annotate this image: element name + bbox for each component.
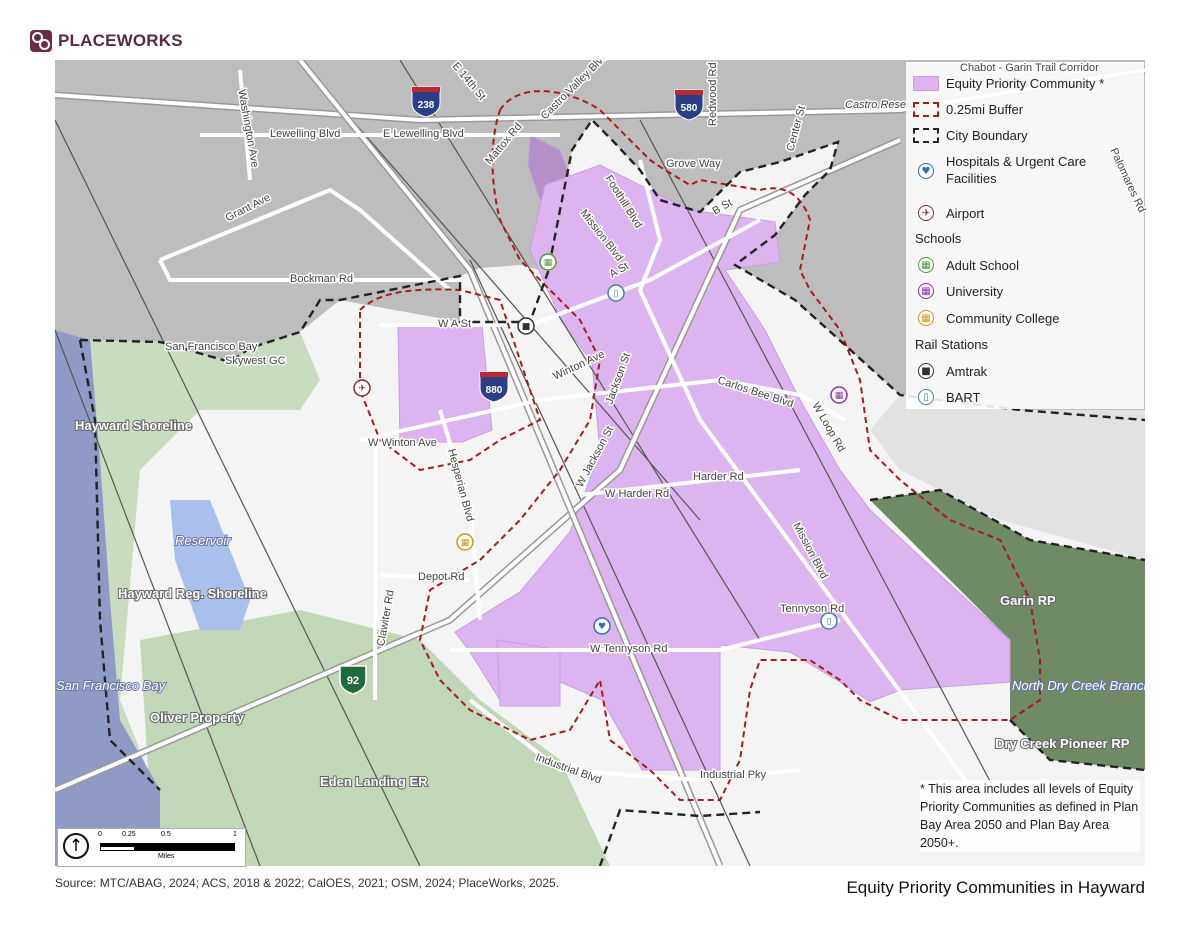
source-text: Source: MTC/ABAG, 2024; ACS, 2018 & 2022… — [55, 876, 560, 890]
scale-tick-05: 0.5 — [161, 831, 171, 838]
label-w-winton: W Winton Ave — [368, 437, 437, 449]
adult-school-icon: ▦ — [918, 257, 934, 273]
legend-schools-heading: Schools — [915, 231, 962, 246]
footnote: * This area includes all levels of Equit… — [920, 780, 1140, 852]
legend-amtrak: ■ Amtrak — [906, 363, 987, 379]
map-title: Equity Priority Communities in Hayward — [846, 878, 1145, 897]
community-college-icon[interactable]: ▦ — [456, 533, 474, 551]
svg-text:▦: ▦ — [835, 391, 844, 401]
svg-text:▦: ▦ — [461, 538, 470, 548]
scale-tick-1: 1 — [233, 831, 237, 838]
label-e-lewelling: E Lewelling Blvd — [383, 128, 464, 140]
label-garin: Garin RP — [1000, 593, 1056, 608]
city-boundary-swatch — [913, 128, 939, 143]
epc-area-main — [454, 164, 1011, 771]
hospital-icon: ♥ — [918, 163, 934, 179]
label-hayward-shoreline: Hayward Shoreline — [75, 418, 192, 433]
eden-landing-green — [140, 610, 610, 866]
legend-rail-heading: Rail Stations — [915, 337, 988, 352]
label-north-dry: North Dry Creek Branch — [1012, 678, 1145, 693]
legend: Equity Priority Community * 0.25mi Buffe… — [906, 62, 1144, 409]
scale-tick-025: 0.25 — [122, 831, 136, 838]
north-arrow-icon: ↑ — [63, 833, 89, 859]
legend-airport: ✈ Airport — [906, 205, 984, 221]
label-depot: Depot Rd — [418, 571, 464, 583]
label-bockman: Bockman Rd — [290, 273, 353, 285]
legend-university: ▦ University — [906, 283, 1003, 299]
svg-text:✈: ✈ — [358, 384, 366, 394]
scale-unit: Miles — [158, 853, 175, 860]
label-sf-bay: San Francisco Bay — [56, 678, 167, 693]
airport-icon[interactable]: ✈ — [353, 379, 371, 397]
interstate-880-shield: 880 — [479, 371, 509, 403]
garin-park — [870, 490, 1145, 770]
community-college-icon: ▦ — [918, 310, 934, 326]
epc-swatch — [913, 76, 939, 91]
university-icon[interactable]: ▦ — [830, 386, 848, 404]
adult-school-icon[interactable]: ▦ — [539, 253, 557, 271]
svg-text:▯: ▯ — [614, 289, 619, 299]
legend-adult-school: ▦ Adult School — [906, 257, 1019, 273]
logo-mark-icon — [30, 30, 52, 52]
university-icon: ▦ — [918, 283, 934, 299]
label-w-tennyson: W Tennyson Rd — [590, 643, 667, 655]
amtrak-station-icon[interactable]: ■ — [517, 317, 535, 335]
label-wa-st: W A St — [438, 318, 471, 330]
scale-bar-graphic — [100, 843, 235, 851]
label-oliver: Oliver Property — [150, 710, 245, 725]
svg-text:♥: ♥ — [598, 622, 606, 632]
label-sf-bay-small: San Francisco Bay — [165, 341, 258, 353]
epc-area-south — [496, 639, 561, 707]
reservoir-water — [170, 500, 250, 630]
label-harder: Harder Rd — [693, 471, 744, 483]
scale-bar: ↑ 0 0.25 0.5 1 Miles — [57, 828, 246, 867]
label-industrial-pky: Industrial Pky — [700, 769, 767, 781]
legend-buffer: 0.25mi Buffer — [906, 102, 1023, 117]
bart-icon: ▯ — [918, 389, 934, 405]
city-boundary — [78, 118, 1145, 866]
label-dry-creek: Dry Creek Pioneer RP — [995, 736, 1130, 751]
legend-hospitals: ♥ Hospitals & Urgent Care Facilities — [906, 153, 1096, 187]
legend-community-college: ▦ Community College — [906, 310, 1059, 326]
legend-bart: ▯ BART — [906, 389, 980, 405]
bay-water — [55, 330, 160, 866]
label-lewelling: Lewelling Blvd — [270, 128, 340, 140]
buffer-outline — [359, 90, 1041, 801]
label-w-harder: W Harder Rd — [605, 488, 669, 500]
bart-station-icon-2[interactable]: ▯ — [820, 612, 838, 630]
buffer-swatch — [913, 102, 939, 117]
epc-areas — [397, 134, 1011, 771]
scale-tick-0: 0 — [98, 831, 102, 838]
label-eden: Eden Landing ER — [320, 774, 428, 789]
interstate-580-shield: 580 — [674, 89, 704, 121]
bart-station-icon[interactable]: ▯ — [607, 284, 625, 302]
label-reservoir: Reservoir — [175, 533, 231, 548]
svg-text:■: ■ — [522, 322, 531, 332]
label-grove: Grove Way — [666, 158, 721, 170]
svg-text:▦: ▦ — [544, 258, 553, 268]
label-skywest: Skywest GC — [225, 355, 286, 367]
airport-icon: ✈ — [918, 205, 934, 221]
label-hayward-reg-shoreline: Hayward Reg. Shoreline — [118, 586, 267, 601]
svg-text:▯: ▯ — [827, 617, 832, 627]
logo-text: PLACEWORKS — [58, 31, 183, 50]
hospital-icon[interactable]: ♥ — [593, 617, 611, 635]
shoreline-green — [55, 332, 320, 800]
legend-epc: Equity Priority Community * — [906, 76, 1104, 91]
placeworks-logo: PLACEWORKS — [30, 30, 183, 52]
amtrak-icon: ■ — [918, 363, 934, 379]
legend-city: City Boundary — [906, 128, 1028, 143]
label-tennyson: Tennyson Rd — [780, 603, 844, 615]
label-redwood: Redwood Rd — [707, 62, 719, 126]
svg-text:92: 92 — [347, 675, 359, 687]
state-route-92-shield: 92 — [339, 665, 367, 695]
svg-text:238: 238 — [418, 100, 435, 111]
svg-text:580: 580 — [681, 103, 698, 114]
interstate-238-shield: 238 — [411, 86, 441, 118]
svg-text:880: 880 — [486, 385, 503, 396]
east-hills — [870, 395, 1145, 560]
